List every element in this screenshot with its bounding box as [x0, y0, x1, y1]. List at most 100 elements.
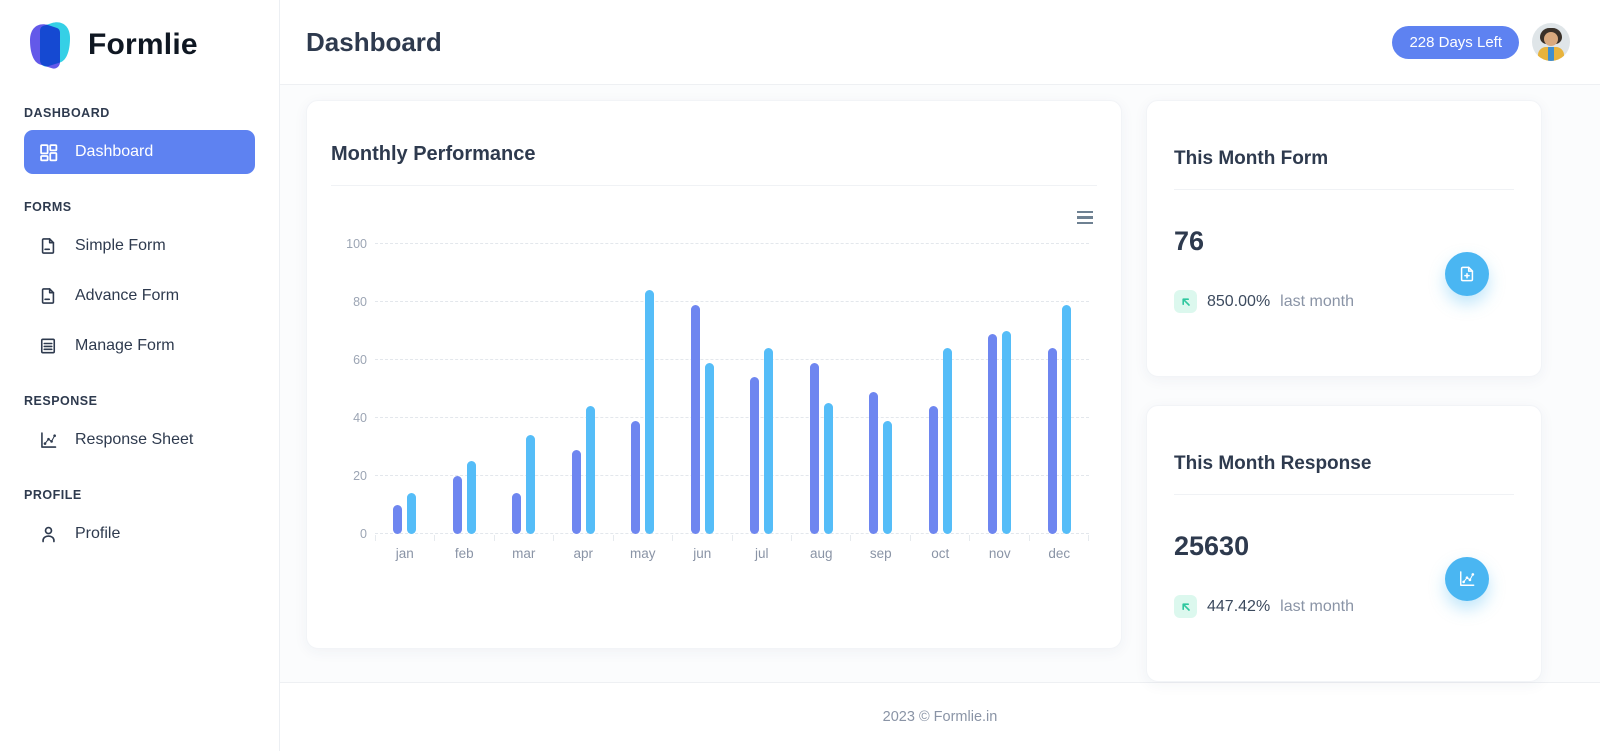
- x-axis-label: oct: [931, 545, 950, 561]
- grid-line: 40: [353, 411, 1089, 425]
- x-axis-labels: jan feb mar apr may jun jul aug sep oct nov dec: [375, 546, 1089, 561]
- x-axis-label: jun: [693, 545, 712, 561]
- this-month-response-card: This Month Response 25630 447.42% last m…: [1146, 405, 1542, 682]
- grid-line: 100: [346, 237, 1089, 251]
- bar-series-2-jul[interactable]: [764, 348, 774, 534]
- x-axis-tick: [731, 534, 791, 541]
- document-plus-icon[interactable]: [1445, 252, 1489, 296]
- x-axis-tick: [553, 534, 612, 541]
- avatar-face: [1544, 32, 1558, 46]
- bar-series-2-oct[interactable]: [942, 348, 952, 534]
- dashboard-grid-icon: [37, 141, 59, 163]
- sidebar-section-label: DASHBOARD: [24, 106, 110, 120]
- grid-line: 20: [353, 469, 1089, 483]
- x-axis-tick: [493, 534, 553, 541]
- bar-groups: [375, 244, 1089, 534]
- grid-line: 80: [353, 295, 1089, 309]
- scatter-chart-icon[interactable]: [1445, 557, 1489, 601]
- bar-series-1-dec[interactable]: [1047, 348, 1057, 534]
- sidebar-item-simple-form[interactable]: Simple Form: [24, 224, 255, 268]
- bar-series-2-jun[interactable]: [704, 362, 714, 534]
- sidebar-item-label: Dashboard: [75, 143, 154, 160]
- x-axis-ticks: [375, 534, 1090, 541]
- y-axis-label: 100: [346, 236, 367, 251]
- stat-card-change-row: 447.42% last month: [1174, 595, 1514, 618]
- trend-badge: [1174, 595, 1197, 618]
- bar-series-2-mar[interactable]: [526, 435, 536, 534]
- grid-line: 0: [360, 527, 1089, 541]
- document-icon: [37, 235, 59, 257]
- scatter-chart-icon: [37, 429, 59, 451]
- bar-series-2-feb[interactable]: [466, 461, 476, 534]
- stat-card-change-row: 850.00% last month: [1174, 290, 1514, 313]
- trend-badge: [1174, 290, 1197, 313]
- x-axis-tick: [969, 534, 1028, 541]
- bar-series-1-apr[interactable]: [571, 449, 581, 534]
- sidebar-section-label: PROFILE: [24, 488, 82, 502]
- bar-series-2-may[interactable]: [645, 290, 655, 534]
- formlie-logo-icon: [24, 18, 76, 72]
- x-axis-label: aug: [809, 545, 833, 561]
- person-icon: [37, 523, 59, 545]
- bar-group-dec: [1030, 244, 1090, 534]
- sidebar-item-dashboard[interactable]: Dashboard: [24, 130, 255, 174]
- x-axis-tick: [375, 534, 434, 541]
- x-axis-tick: [790, 534, 850, 541]
- sidebar-item-label: Simple Form: [75, 237, 166, 254]
- bar-series-1-oct[interactable]: [928, 406, 938, 534]
- stat-card-title: This Month Response: [1174, 453, 1372, 474]
- card-divider: [331, 184, 1097, 186]
- y-axis-label: 0: [360, 526, 367, 541]
- brand-name: Formlie: [88, 28, 198, 61]
- chart-menu-icon[interactable]: [1075, 209, 1095, 227]
- bar-series-1-jan[interactable]: [393, 504, 403, 534]
- card-divider: [1174, 189, 1514, 190]
- chart-plot: 0 20 40 60 80 100: [346, 237, 1089, 541]
- x-axis-label: mar: [512, 545, 536, 561]
- change-percent: 447.42%: [1207, 597, 1271, 615]
- sidebar-item-label: Manage Form: [75, 337, 175, 354]
- grid-line: 60: [353, 353, 1089, 367]
- bar-series-1-feb[interactable]: [452, 475, 462, 534]
- bar-series-2-dec[interactable]: [1061, 304, 1071, 534]
- bar-series-2-sep[interactable]: [883, 420, 893, 534]
- user-avatar[interactable]: [1532, 23, 1570, 61]
- arrow-up-left-icon: [1181, 602, 1190, 611]
- change-percent: 850.00%: [1207, 292, 1271, 310]
- sidebar-section-label: RESPONSE: [24, 394, 98, 408]
- bar-series-2-jan[interactable]: [407, 493, 417, 534]
- y-axis-label: 20: [353, 468, 367, 483]
- bar-series-1-jun[interactable]: [690, 304, 700, 534]
- x-axis-label: jul: [754, 545, 769, 561]
- bar-series-1-sep[interactable]: [869, 391, 879, 534]
- copyright-text: 2023 © Formlie.in: [882, 709, 998, 725]
- sidebar-nav: DASHBOARD Dashboard FORMS Simple Form Advanc…: [24, 106, 255, 556]
- bar-series-1-aug[interactable]: [809, 362, 819, 534]
- sidebar-item-advance-form[interactable]: Advance Form: [24, 274, 255, 318]
- stat-card-title: This Month Form: [1174, 148, 1329, 169]
- sidebar-item-manage-form[interactable]: Manage Form: [24, 324, 255, 368]
- bar-group-mar: [494, 244, 554, 534]
- bar-series-1-may[interactable]: [631, 420, 641, 534]
- sidebar-item-label: Advance Form: [75, 287, 180, 304]
- bar-series-1-nov[interactable]: [988, 333, 998, 534]
- brand-logo[interactable]: Formlie: [24, 16, 255, 82]
- y-axis-label: 80: [353, 294, 367, 309]
- bar-group-may: [613, 244, 673, 534]
- bar-series-2-nov[interactable]: [1002, 330, 1012, 534]
- bar-series-2-aug[interactable]: [823, 403, 833, 534]
- sidebar-item-response-sheet[interactable]: Response Sheet: [24, 418, 255, 462]
- sidebar-item-profile[interactable]: Profile: [24, 512, 255, 556]
- bar-series-1-jul[interactable]: [750, 377, 760, 534]
- x-axis-tick: [850, 534, 909, 541]
- topbar-right: 228 Days Left: [1392, 23, 1570, 61]
- sidebar-section-label: FORMS: [24, 200, 72, 214]
- bar-series-2-apr[interactable]: [585, 406, 595, 534]
- bar-series-1-mar[interactable]: [512, 493, 522, 534]
- x-axis-tick: [434, 534, 493, 541]
- change-suffix: last month: [1280, 292, 1354, 310]
- days-left-badge[interactable]: 228 Days Left: [1392, 25, 1519, 59]
- x-axis-label: may: [629, 545, 656, 561]
- y-axis-label: 60: [353, 352, 367, 367]
